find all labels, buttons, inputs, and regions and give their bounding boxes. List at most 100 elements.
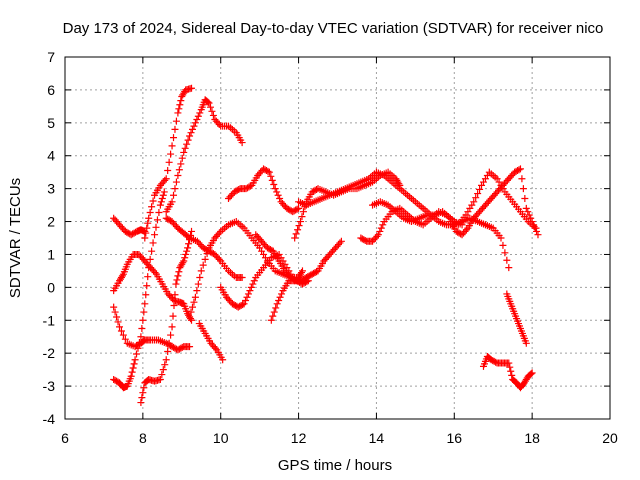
data-point — [270, 181, 278, 189]
data-point — [533, 227, 541, 235]
data-point — [522, 204, 530, 212]
data-point — [476, 185, 484, 193]
data-point — [190, 122, 198, 130]
data-point — [278, 290, 286, 298]
data-point — [297, 269, 305, 277]
data-point — [184, 136, 192, 144]
data-point — [170, 191, 178, 199]
data-point — [160, 188, 168, 196]
series-track-7 — [162, 214, 246, 281]
data-point — [173, 276, 181, 284]
data-point — [188, 303, 196, 311]
chart-title: Day 173 of 2024, Sidereal Day-to-day VTE… — [63, 20, 604, 37]
y-tick-label: 1 — [47, 246, 55, 262]
data-point — [194, 112, 202, 120]
data-point — [187, 129, 195, 137]
data-point — [186, 132, 194, 140]
data-point — [149, 239, 157, 247]
data-point — [152, 223, 160, 231]
y-tick-label: 6 — [47, 82, 55, 98]
data-point — [521, 195, 529, 203]
data-point — [138, 394, 146, 402]
data-point — [527, 370, 535, 378]
data-point — [185, 240, 193, 248]
data-point — [505, 359, 513, 367]
data-point — [201, 255, 209, 263]
data-point — [534, 231, 542, 239]
data-point — [501, 249, 509, 257]
data-point — [165, 339, 173, 347]
grid — [65, 57, 610, 419]
data-point — [162, 175, 170, 183]
data-point — [497, 234, 505, 242]
data-point — [530, 221, 538, 229]
data-point — [515, 166, 523, 174]
data-point — [177, 97, 185, 105]
data-point — [131, 356, 139, 364]
data-point — [211, 344, 219, 352]
y-tick-label: 2 — [47, 214, 55, 230]
data-point — [143, 282, 151, 290]
data-point — [205, 99, 213, 107]
data-point — [295, 222, 303, 230]
data-point — [186, 313, 194, 321]
data-point — [193, 287, 201, 295]
y-tick-label: -4 — [43, 411, 56, 427]
data-point — [274, 191, 282, 199]
data-point — [191, 293, 199, 301]
data-point — [181, 254, 189, 262]
series-track-6 — [141, 84, 196, 242]
data-point — [376, 227, 384, 235]
data-point — [519, 185, 527, 193]
series-track-3 — [110, 250, 196, 324]
data-point — [238, 139, 246, 147]
data-point — [156, 201, 164, 209]
data-point — [188, 125, 196, 133]
data-point — [507, 367, 515, 375]
x-tick-label: 12 — [291, 430, 307, 446]
x-tick-label: 20 — [602, 430, 618, 446]
data-marks — [110, 84, 542, 407]
data-point — [197, 267, 205, 275]
data-point — [175, 105, 183, 113]
plot-frame — [64, 56, 611, 420]
x-axis-label: GPS time / hours — [278, 457, 392, 474]
data-point — [238, 273, 246, 281]
data-point — [141, 234, 149, 242]
data-point — [172, 178, 180, 186]
data-point — [215, 255, 223, 263]
data-point — [167, 331, 175, 339]
data-point — [183, 140, 191, 148]
data-point — [190, 298, 198, 306]
data-point — [146, 255, 154, 263]
data-point — [291, 234, 299, 242]
data-point — [172, 280, 180, 288]
data-point — [199, 261, 207, 269]
data-point — [215, 120, 223, 128]
data-point — [188, 84, 196, 92]
data-point — [177, 160, 185, 168]
data-point — [374, 231, 382, 239]
x-tick-label: 8 — [139, 430, 147, 446]
data-point — [377, 224, 385, 232]
series-track-2 — [110, 188, 168, 392]
data-point — [522, 339, 530, 347]
data-point — [162, 356, 170, 364]
data-point — [174, 171, 182, 179]
data-point — [141, 300, 149, 308]
x-axis: 6 8 10 12 14 16 18 20 — [61, 57, 618, 446]
data-point — [240, 300, 248, 308]
y-axis-label: SDTVAR / TECUs — [7, 178, 24, 298]
series-track-16 — [295, 168, 513, 272]
data-point — [158, 371, 166, 379]
data-point — [337, 237, 345, 245]
data-point — [142, 229, 150, 237]
data-point — [118, 272, 126, 280]
data-point — [462, 226, 470, 234]
y-tick-label: 5 — [47, 115, 55, 131]
data-point — [215, 229, 223, 237]
data-point — [243, 293, 251, 301]
data-point — [164, 348, 172, 356]
data-point — [270, 308, 278, 316]
data-point — [267, 316, 275, 324]
